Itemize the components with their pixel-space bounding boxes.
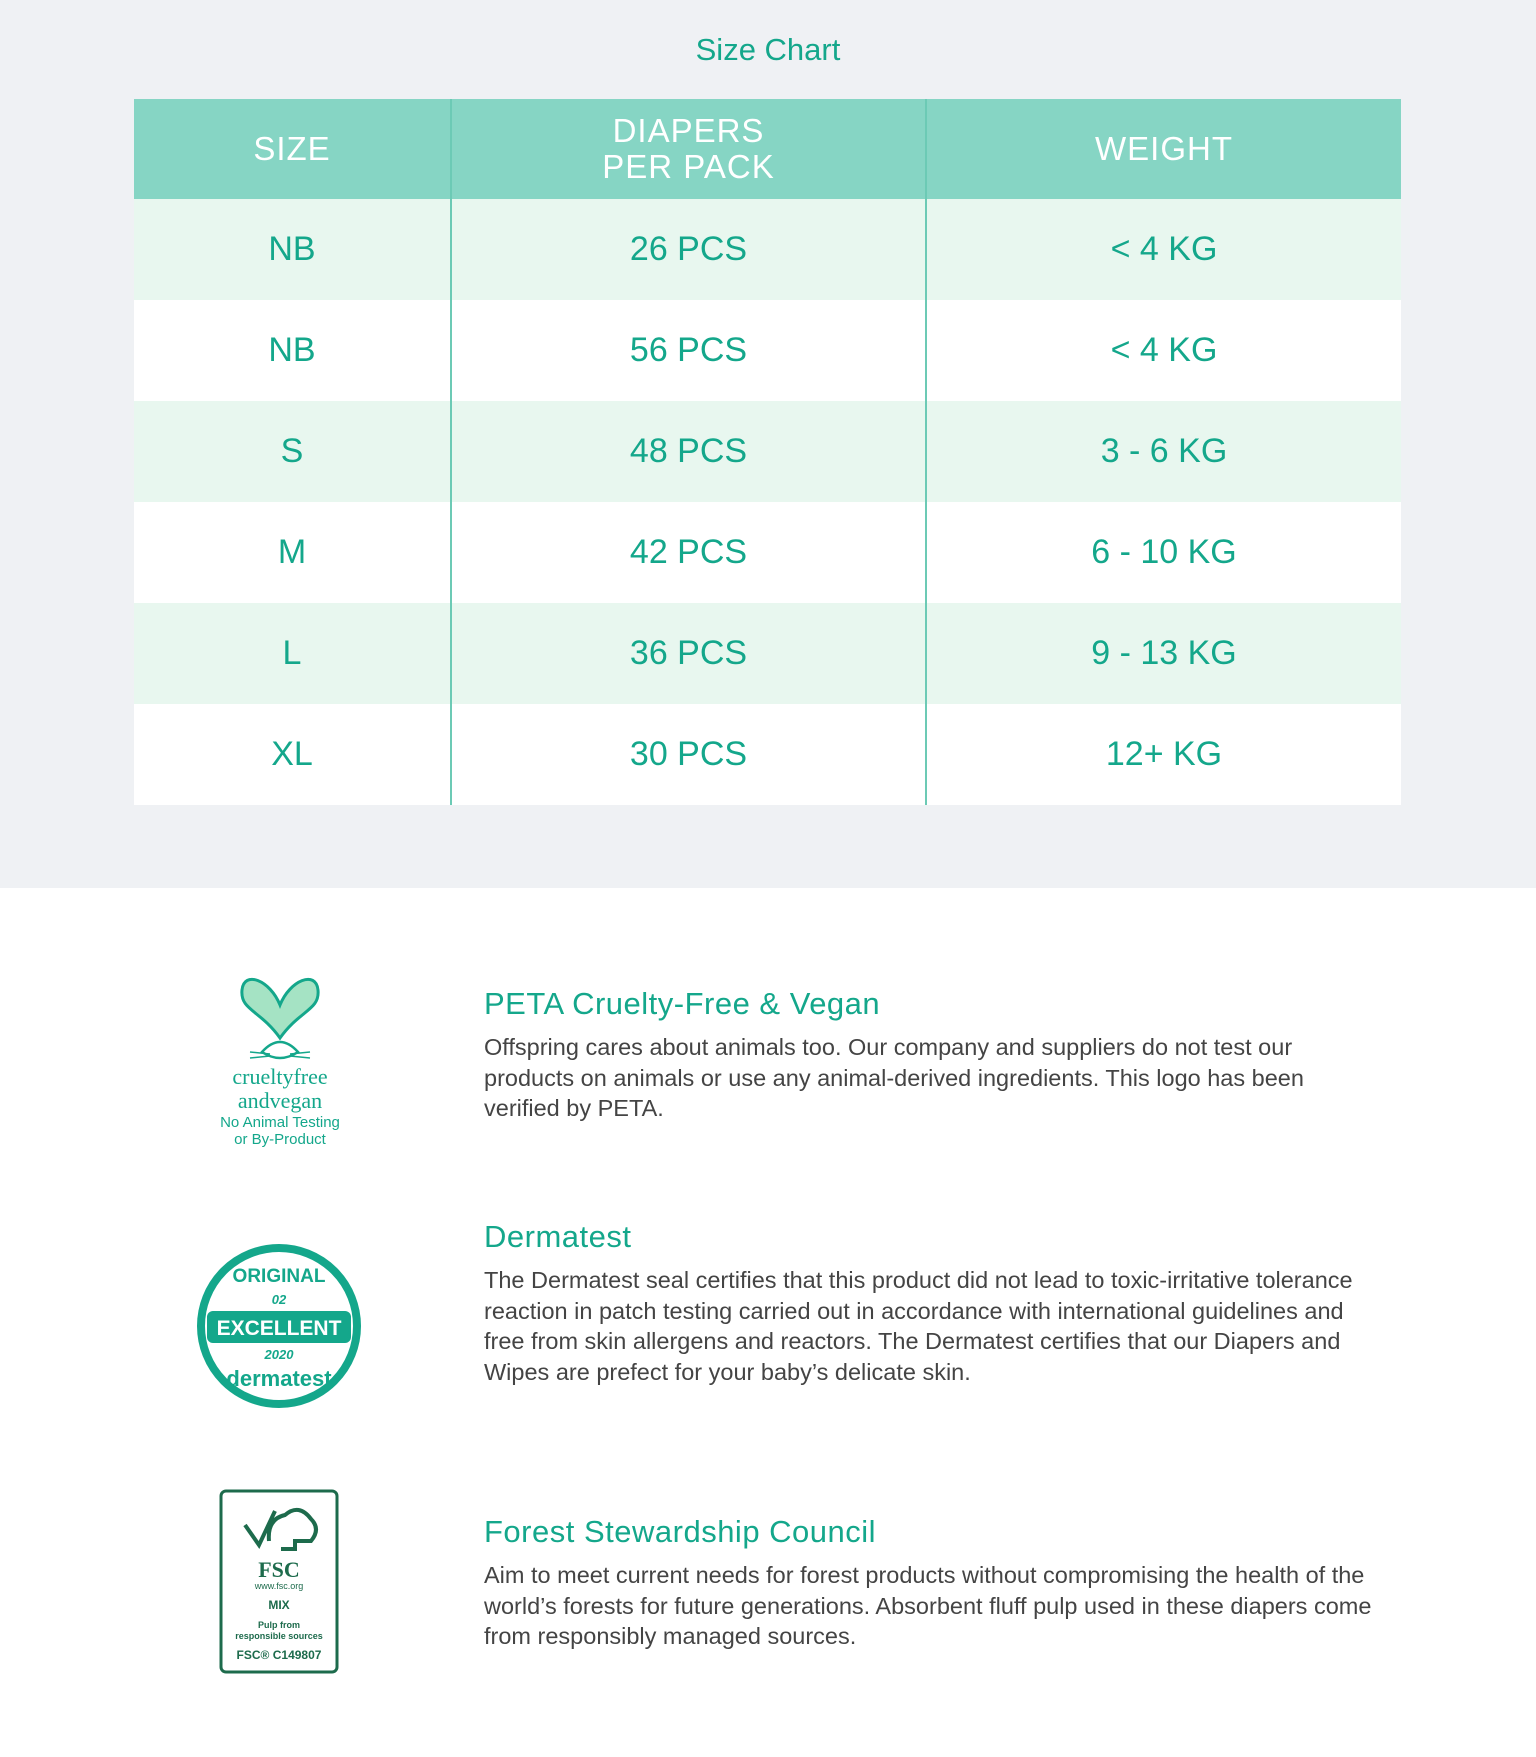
svg-text:Pulp from: Pulp from <box>258 1620 300 1630</box>
weight-cell: 6 - 10 KG <box>925 502 1401 603</box>
size-chart-table: SIZE DIAPERS PER PACK WEIGHT NB 26 PCS < 4 … <box>134 99 1401 805</box>
pack-count-cell: 30 PCS <box>450 704 926 805</box>
weight-cell: 9 - 13 KG <box>925 603 1401 704</box>
table-row: L 36 PCS 9 - 13 KG <box>134 603 1401 704</box>
pack-count-cell: 56 PCS <box>450 300 926 401</box>
table-row: NB 26 PCS < 4 KG <box>134 199 1401 300</box>
weight-cell: < 4 KG <box>925 300 1401 401</box>
table-row: M 42 PCS 6 - 10 KG <box>134 502 1401 603</box>
size-cell: L <box>134 603 451 704</box>
cert-title: Dermatest <box>484 1219 632 1254</box>
svg-text:No Animal Testing: No Animal Testing <box>220 1114 340 1131</box>
table-header: SIZE DIAPERS PER PACK WEIGHT <box>134 99 1401 199</box>
cert-title: Forest Stewardship Council <box>484 1514 877 1549</box>
pack-count-cell: 42 PCS <box>450 502 926 603</box>
header-weight: WEIGHT <box>925 99 1401 199</box>
weight-cell: 3 - 6 KG <box>925 401 1401 502</box>
svg-text:responsible sources: responsible sources <box>235 1631 323 1641</box>
cert-body: The Dermatest seal certifies that this p… <box>484 1267 1353 1385</box>
svg-text:or By-Product: or By-Product <box>234 1131 327 1148</box>
header-line: DIAPERS <box>612 112 765 149</box>
pack-count-cell: 48 PCS <box>450 401 926 502</box>
header-line: PER PACK <box>602 148 775 185</box>
svg-text:FSC: FSC <box>258 1557 300 1582</box>
svg-text:dermatest: dermatest <box>226 1366 332 1391</box>
size-cell: S <box>134 401 451 502</box>
svg-text:crueltyfree: crueltyfree <box>232 1064 327 1089</box>
weight-cell: 12+ KG <box>925 704 1401 805</box>
pack-count-cell: 26 PCS <box>450 199 926 300</box>
size-cell: M <box>134 502 451 603</box>
weight-cell: < 4 KG <box>925 199 1401 300</box>
svg-text:EXCELLENT: EXCELLENT <box>217 1317 342 1340</box>
svg-text:2020: 2020 <box>264 1347 295 1362</box>
svg-text:FSC® C149807: FSC® C149807 <box>237 1648 322 1662</box>
dermatest-seal-logo: EXCELLENT ORIGINAL 02 2020 dermatest <box>197 1244 361 1408</box>
cert-body: Offspring cares about animals too. Our c… <box>484 1034 1304 1121</box>
svg-text:www.fsc.org: www.fsc.org <box>254 1581 304 1591</box>
cert-dermatest: Dermatest The Dermatest seal certifies t… <box>484 1219 1384 1387</box>
size-cell: NB <box>134 199 451 300</box>
svg-text:MIX: MIX <box>268 1598 289 1612</box>
svg-text:02: 02 <box>272 1292 287 1307</box>
size-cell: NB <box>134 300 451 401</box>
pack-count-cell: 36 PCS <box>450 603 926 704</box>
svg-text:ORIGINAL: ORIGINAL <box>233 1266 326 1287</box>
cert-fsc: Forest Stewardship Council Aim to meet c… <box>484 1514 1384 1652</box>
table-row: NB 56 PCS < 4 KG <box>134 300 1401 401</box>
table-row: XL 30 PCS 12+ KG <box>134 704 1401 805</box>
size-chart-title: Size Chart <box>695 32 841 67</box>
cert-body: Aim to meet current needs for forest pro… <box>484 1562 1372 1649</box>
size-chart-section: Size Chart SIZE DIAPERS PER PACK WEIGHT N… <box>0 0 1536 888</box>
header-diapers-per-pack: DIAPERS PER PACK <box>450 99 926 199</box>
header-size: SIZE <box>134 99 451 199</box>
cert-peta: PETA Cruelty-Free & Vegan Offspring care… <box>484 986 1384 1124</box>
peta-cruelty-free-logo: crueltyfree andvegan No Animal Testing o… <box>220 977 340 1148</box>
size-cell: XL <box>134 704 451 805</box>
svg-text:andvegan: andvegan <box>238 1088 322 1113</box>
fsc-logo: FSC www.fsc.org MIX Pulp from responsibl… <box>219 1489 339 1674</box>
table-row: S 48 PCS 3 - 6 KG <box>134 401 1401 502</box>
cert-title: PETA Cruelty-Free & Vegan <box>484 986 881 1021</box>
